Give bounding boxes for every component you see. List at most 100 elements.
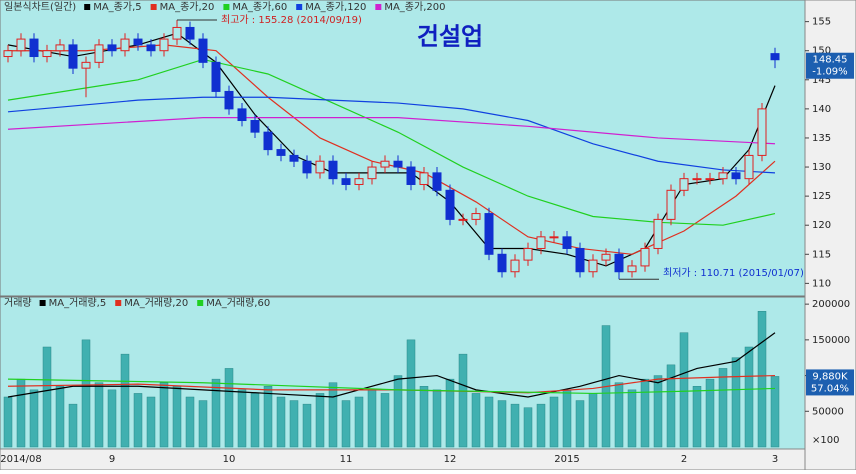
volume-bar: [380, 393, 390, 448]
candle-body: [445, 189, 455, 220]
change: -1.09%: [812, 67, 847, 78]
last-price: 148.45: [813, 55, 848, 66]
volume-bar: [627, 389, 637, 448]
volume-bar: [523, 407, 533, 448]
candle-body: [705, 178, 715, 181]
candle-body: [276, 149, 286, 156]
candle-body: [185, 26, 195, 40]
candle-body: [107, 44, 117, 52]
volume-ratio: 57.04%: [811, 383, 849, 394]
y-tick-label: 200000: [812, 299, 850, 310]
candle-body: [575, 247, 585, 273]
volume-bar: [250, 393, 260, 448]
y-tick-label: 120: [812, 220, 831, 231]
ma-line: [7, 332, 776, 398]
volume-bar: [549, 396, 559, 448]
candle-body: [562, 236, 572, 249]
legend-title: 거래량: [4, 297, 32, 309]
volume-bar: [679, 332, 689, 448]
candle-body: [237, 108, 247, 122]
ma-line: [7, 378, 776, 395]
volume-bar: [770, 376, 780, 448]
volume-bar: [640, 378, 650, 448]
candle-body: [770, 53, 780, 61]
candle-body: [3, 50, 13, 58]
volume-bar: [81, 339, 91, 448]
y-tick-label: 150000: [812, 335, 850, 346]
volume-bar: [55, 386, 65, 448]
candle-body: [289, 154, 299, 162]
candle-body: [302, 160, 312, 174]
volume-bar: [510, 403, 520, 448]
candle-body: [432, 172, 442, 191]
volume-bar: [367, 389, 377, 448]
legend-label: MA_종가,5: [93, 1, 141, 13]
legend-label: MA_종가,20: [160, 1, 215, 13]
volume-bar: [16, 378, 26, 448]
volume-bar: [692, 386, 702, 448]
candle-body: [484, 213, 494, 255]
candle-body: [315, 160, 325, 174]
volume-bar: [146, 396, 156, 448]
volume-bar: [198, 400, 208, 448]
candle-body: [523, 247, 533, 261]
annotation: 최고가 : 155.28 (2014/09/19): [221, 14, 362, 26]
chart-title: 건설업: [417, 22, 483, 51]
candle-body: [458, 218, 468, 221]
volume-bar: [120, 353, 130, 448]
x-tick-label: 10: [223, 454, 236, 465]
candle-body: [393, 160, 403, 168]
volume-bar: [588, 393, 598, 448]
ma-line: [7, 58, 776, 226]
candle-body: [653, 218, 663, 249]
candle-body: [666, 189, 676, 220]
ma-line: [7, 117, 776, 145]
candle-body: [341, 178, 351, 185]
legend-title: 일본식차트(일간): [4, 1, 76, 13]
volume-bar: [185, 396, 195, 448]
candle-body: [224, 90, 234, 110]
legend-swatch: [197, 300, 204, 306]
volume-bar: [445, 378, 455, 448]
candle-body: [198, 38, 208, 63]
candle-body: [16, 38, 26, 52]
annotation: 최저가 : 110.71 (2015/01/07): [663, 267, 804, 279]
candle-body: [42, 50, 52, 58]
ma-line: [7, 96, 776, 174]
candle-body: [640, 247, 650, 267]
y-tick-label: 130: [812, 162, 831, 173]
candle-body: [159, 38, 169, 52]
volume-box: [806, 369, 854, 396]
legend-label: MA_종가,60: [232, 1, 287, 13]
candle-body: [94, 44, 104, 63]
unit-label: ×100: [812, 435, 839, 446]
legend-label: MA_거래량,60: [206, 297, 270, 309]
candle-body: [81, 61, 91, 69]
y-tick-label: 50000: [812, 406, 844, 417]
candle-body: [29, 38, 39, 58]
candle-body: [536, 236, 546, 249]
y-tick-label: 115: [812, 249, 831, 260]
legend-swatch: [296, 4, 303, 10]
candle-body: [601, 253, 611, 261]
volume-bar: [419, 386, 429, 448]
volume-bar: [757, 311, 767, 448]
volume-bar: [107, 389, 117, 448]
x-tick-label: 2015: [554, 454, 579, 465]
x-tick-label: 9: [109, 454, 115, 465]
volume-bar: [289, 400, 299, 448]
candle-body: [757, 108, 767, 156]
candle-body: [679, 178, 689, 191]
volume-bar: [536, 403, 546, 448]
legend-swatch: [84, 4, 91, 10]
volume-bar: [484, 396, 494, 448]
candle-body: [588, 259, 598, 273]
legend-swatch: [150, 4, 157, 10]
candle-body: [172, 26, 182, 40]
volume-bar: [562, 389, 572, 448]
volume-bar: [159, 382, 169, 448]
volume-bar: [263, 386, 273, 448]
candle-body: [549, 236, 559, 239]
volume-bar: [575, 400, 585, 448]
candle-body: [250, 120, 260, 133]
